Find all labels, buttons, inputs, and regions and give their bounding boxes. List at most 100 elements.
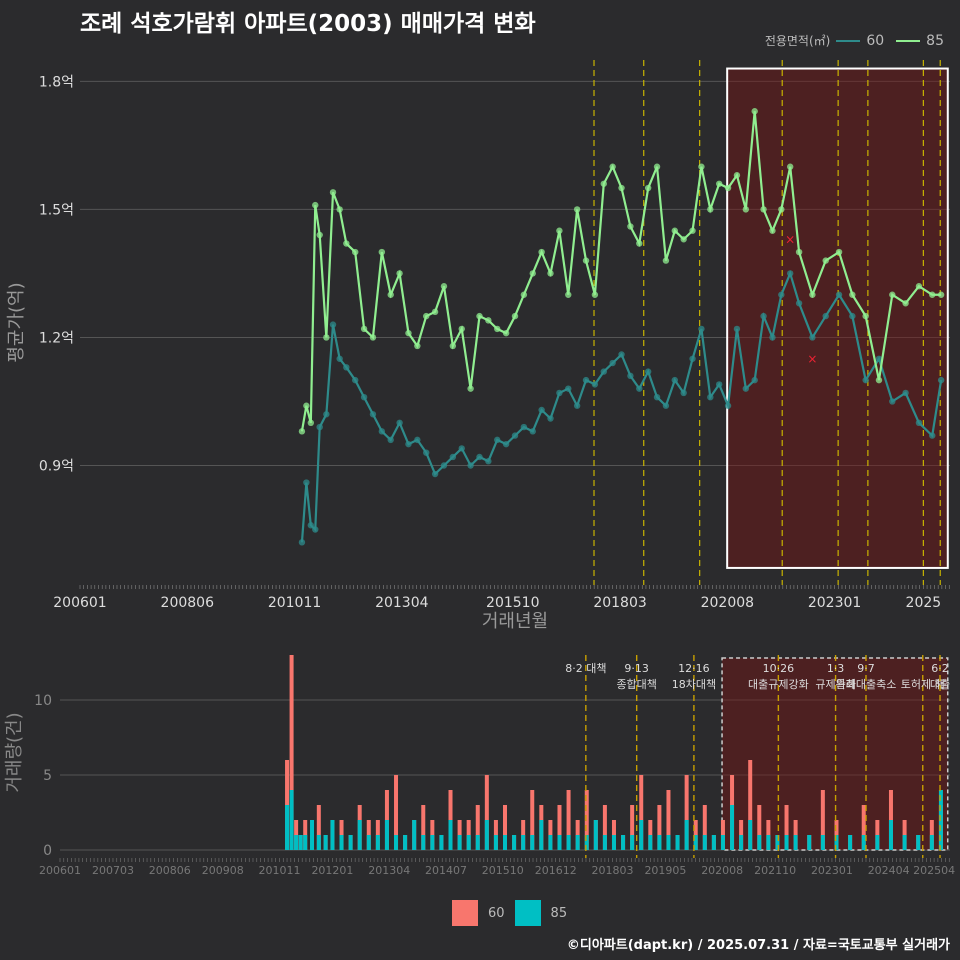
point-85	[715, 180, 723, 187]
point-85	[787, 163, 794, 170]
bar-85	[303, 835, 308, 850]
point-60	[336, 355, 343, 362]
point-60	[378, 428, 386, 435]
policy-label: 10·26	[763, 662, 795, 675]
point-60	[760, 312, 767, 320]
point-60	[423, 449, 430, 456]
legend-box-85	[514, 900, 541, 926]
legend-swatch-85	[896, 39, 921, 42]
point-85	[609, 163, 616, 170]
point-85	[312, 201, 319, 209]
point-60	[476, 453, 483, 461]
bar-85	[675, 835, 680, 850]
bar-85	[793, 835, 798, 850]
point-60	[591, 381, 599, 388]
bar-85	[757, 835, 762, 850]
point-85	[494, 325, 501, 333]
point-60	[529, 428, 536, 435]
bar-60	[557, 805, 562, 850]
policy-label: 12·16	[678, 662, 710, 675]
point-60	[329, 321, 337, 328]
bar-85	[430, 835, 435, 850]
x-tick-label: 200806	[149, 864, 191, 877]
point-60	[609, 359, 616, 367]
bar-85	[657, 835, 662, 850]
point-85	[307, 419, 315, 427]
point-60	[565, 385, 572, 392]
point-85	[316, 231, 323, 239]
policy-label: 1·3	[827, 662, 845, 675]
point-60	[902, 389, 909, 397]
bar-85	[611, 835, 616, 850]
x-tick-label: 202008	[701, 595, 754, 611]
point-60	[312, 526, 319, 533]
point-85	[915, 283, 923, 290]
bar-60	[639, 775, 644, 850]
x-tick-label: 201011	[258, 864, 300, 877]
point-85	[822, 257, 829, 264]
point-60	[538, 406, 545, 414]
point-60	[875, 355, 883, 362]
volume-legend: 60 85	[452, 900, 567, 926]
point-85	[618, 184, 625, 192]
legend-label-60: 60	[866, 32, 885, 49]
point-60	[458, 445, 465, 452]
y-axis-title: 거래량(건)	[4, 712, 25, 792]
point-85	[680, 236, 687, 243]
bar-85	[593, 820, 598, 850]
policy-label: 6·2	[931, 662, 949, 675]
y-tick-label: 0	[43, 843, 52, 859]
point-60	[636, 385, 643, 392]
point-85	[467, 385, 474, 392]
bar-85	[820, 835, 825, 850]
x-tick-label: 200806	[161, 595, 215, 611]
point-60	[733, 325, 741, 333]
point-60	[627, 372, 634, 380]
bar-60	[602, 805, 607, 850]
price-chart: 0.9억 1.2억 1.5억 1.8억 200601 200806 201011 201304…	[6, 60, 950, 632]
bar-85	[784, 835, 789, 850]
point-85	[778, 206, 785, 213]
bar-85	[403, 835, 408, 850]
x-tick-label: 2025	[906, 595, 942, 611]
policy-label: 18차대책	[672, 678, 716, 691]
point-85	[742, 206, 750, 213]
x-tick-label: 201510	[486, 595, 539, 611]
point-60	[511, 432, 519, 439]
policy-label: 토허제 해	[901, 677, 945, 691]
legend-box-label-60: 60	[488, 905, 505, 921]
point-85	[769, 227, 776, 234]
bar-85	[711, 835, 716, 850]
point-85	[751, 108, 758, 115]
point-85	[809, 291, 816, 298]
point-85	[600, 180, 607, 187]
x-tick-label: 201304	[368, 864, 410, 877]
policy-label: 규제완화	[815, 678, 855, 691]
point-60	[715, 381, 723, 388]
bar-85	[439, 835, 444, 850]
bar-60	[784, 805, 789, 850]
point-85	[556, 227, 563, 234]
point-85	[502, 329, 510, 337]
x-tick-label: 200601	[39, 864, 81, 877]
bar-60	[657, 805, 662, 850]
point-85	[724, 184, 732, 192]
point-60	[751, 376, 758, 384]
chart-title: 조례 석호가람휘 아파트(2003) 매매가격 변화	[80, 11, 536, 37]
policy-label: 대출규제강화	[748, 678, 809, 691]
point-60	[467, 462, 474, 469]
point-85	[849, 291, 856, 298]
point-60	[795, 300, 803, 307]
bar-85	[848, 835, 853, 850]
bar-85	[289, 790, 294, 850]
bar-85	[575, 835, 580, 850]
point-85	[937, 291, 945, 298]
bar-85	[457, 835, 462, 850]
point-85	[671, 227, 678, 234]
point-85	[889, 291, 896, 298]
point-85	[323, 334, 330, 341]
point-85	[538, 248, 545, 256]
point-60	[929, 432, 936, 439]
point-60	[414, 436, 421, 444]
point-85	[396, 270, 403, 277]
